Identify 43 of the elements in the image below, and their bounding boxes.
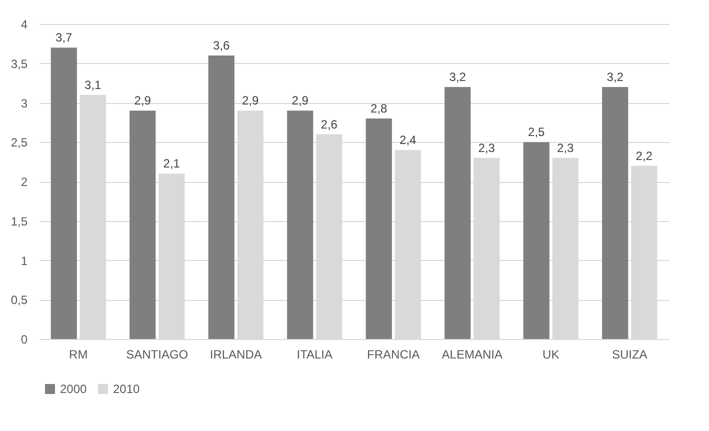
x-tick-label: UK [542, 348, 560, 362]
data-label: 3,2 [606, 70, 624, 84]
legend-label: 2010 [113, 382, 140, 396]
data-label: 2,9 [292, 94, 309, 108]
bar [602, 87, 628, 339]
data-label: 2,4 [400, 133, 417, 147]
bar [130, 110, 156, 339]
data-label: 2,6 [320, 117, 338, 132]
data-label: 3,1 [84, 78, 102, 92]
bar [523, 142, 550, 339]
x-tick-label: IRLANDA [210, 348, 262, 362]
y-tick-label: 2 [20, 175, 28, 189]
y-tick-label: 2,5 [10, 136, 28, 150]
data-label: 2,5 [528, 125, 546, 140]
x-tick-label: ALEMANIA [442, 348, 502, 362]
data-label: 3,2 [449, 70, 466, 84]
data-label: 2,3 [478, 140, 496, 155]
y-tick-label: 4 [20, 18, 28, 32]
data-label: 2,2 [636, 148, 653, 163]
bar [50, 48, 77, 339]
data-label: 2,1 [163, 156, 180, 171]
y-tick-label: 1 [20, 254, 28, 268]
x-tick-label: SUIZA [612, 348, 648, 362]
x-tick-label: SANTIAGO [126, 348, 188, 362]
bar [208, 56, 234, 339]
x-tick-label: ITALIA [296, 348, 333, 362]
legend-label: 2000 [60, 382, 88, 396]
x-tick-label: RM [69, 348, 88, 362]
data-label: 2,9 [242, 94, 260, 108]
x-tick-label: FRANCIA [367, 348, 420, 362]
data-label: 3,7 [56, 30, 73, 45]
data-label: 2,9 [134, 94, 152, 108]
bar [287, 110, 314, 339]
y-tick-label: 1,5 [10, 214, 28, 228]
y-tick-label: 3,5 [10, 56, 28, 71]
y-tick-label: 0 [20, 332, 28, 346]
data-label: 2,3 [557, 140, 574, 155]
data-label: 3,6 [213, 38, 230, 52]
y-tick-label: 3 [20, 96, 28, 110]
y-tick-label: 0,5 [10, 293, 28, 308]
bar [366, 118, 392, 339]
data-label: 2,8 [370, 102, 388, 116]
bar [444, 87, 471, 339]
